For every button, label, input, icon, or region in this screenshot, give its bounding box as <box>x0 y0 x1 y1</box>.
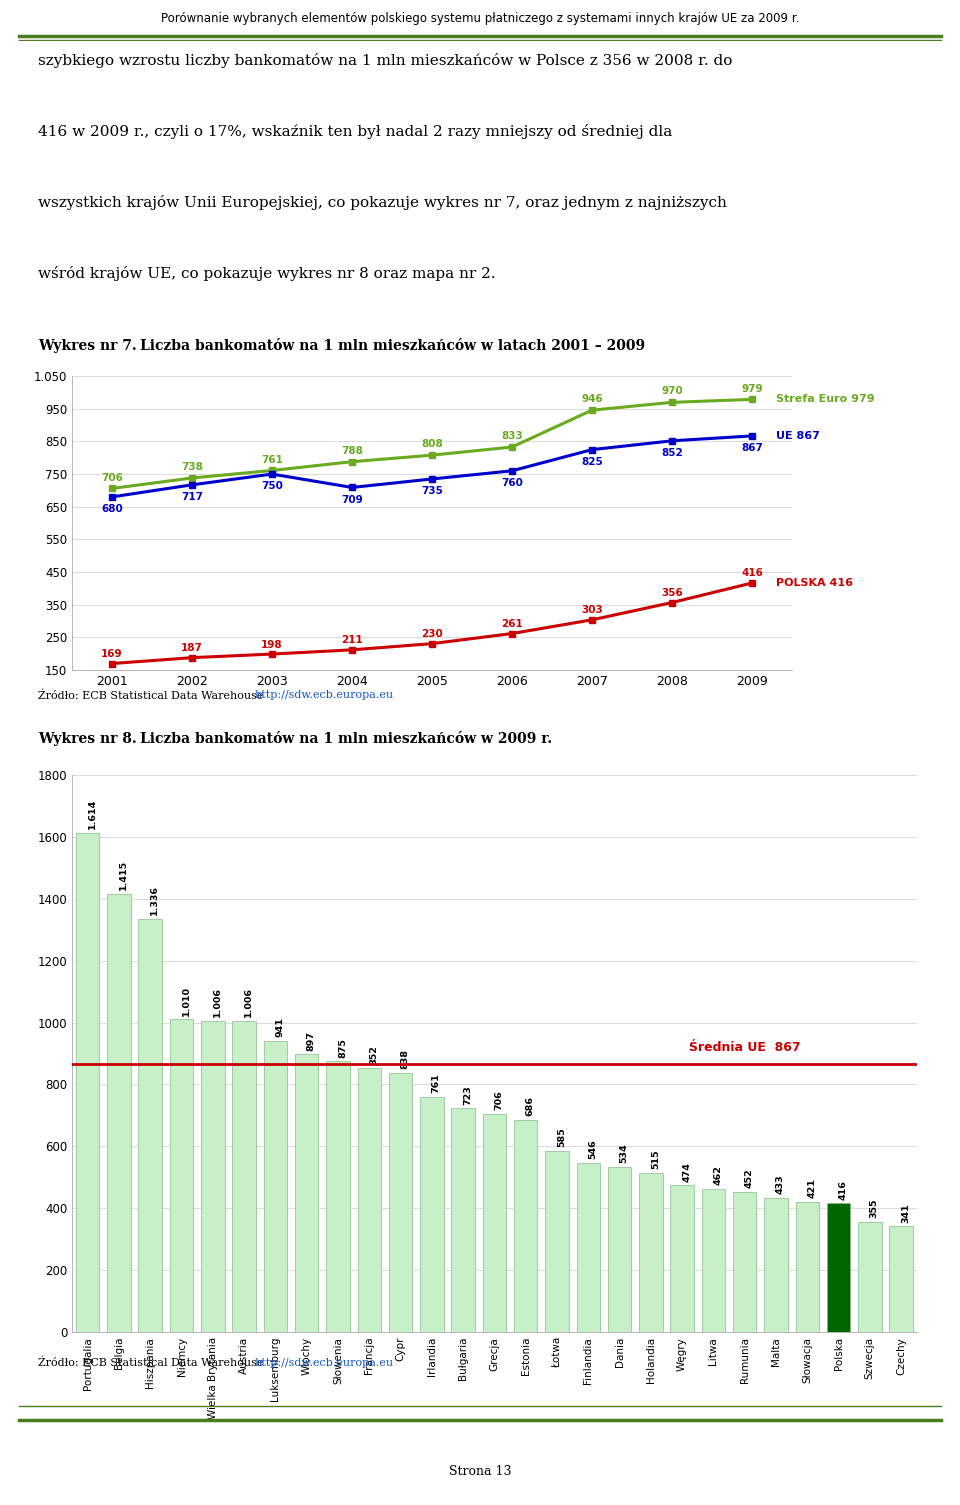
Text: 897: 897 <box>306 1031 316 1050</box>
Text: 416: 416 <box>839 1180 848 1199</box>
Text: 187: 187 <box>181 643 203 653</box>
Bar <box>889 1227 913 1332</box>
Bar <box>108 894 131 1332</box>
Text: 416 w 2009 r., czyli o 17%, wskaźnik ten był nadal 2 razy mniejszy od średniej d: 416 w 2009 r., czyli o 17%, wskaźnik ten… <box>38 123 673 138</box>
Bar <box>827 1202 851 1332</box>
Bar <box>764 1198 788 1332</box>
Text: 462: 462 <box>713 1165 723 1186</box>
Text: 1.336: 1.336 <box>150 885 159 915</box>
Bar <box>639 1172 662 1332</box>
Text: 680: 680 <box>101 504 123 515</box>
Text: Źródło: ECB Statistical Data Warehouse: Źródło: ECB Statistical Data Warehouse <box>38 1358 267 1368</box>
Text: 686: 686 <box>526 1096 535 1117</box>
Text: 1.006: 1.006 <box>213 987 222 1017</box>
Bar <box>76 832 100 1332</box>
Text: 1.415: 1.415 <box>119 861 128 891</box>
Text: Porównanie wybranych elementów polskiego systemu płatniczego z systemami innych : Porównanie wybranych elementów polskiego… <box>161 12 799 24</box>
Text: 825: 825 <box>581 458 603 467</box>
Text: 808: 808 <box>421 439 443 450</box>
Text: 941: 941 <box>276 1017 284 1037</box>
Bar <box>608 1166 632 1332</box>
Text: Wykres nr 8.: Wykres nr 8. <box>38 731 137 746</box>
Text: 230: 230 <box>421 629 443 640</box>
Text: 1.006: 1.006 <box>244 987 253 1017</box>
Bar <box>858 1222 881 1332</box>
Bar <box>357 1069 381 1332</box>
Bar <box>670 1186 694 1332</box>
Text: 534: 534 <box>619 1144 629 1163</box>
Bar <box>451 1108 475 1332</box>
Bar <box>733 1192 756 1332</box>
Text: Strefa Euro 979: Strefa Euro 979 <box>776 394 875 405</box>
Text: 760: 760 <box>501 479 523 488</box>
Bar <box>702 1189 725 1332</box>
Text: 1.614: 1.614 <box>87 799 97 829</box>
Text: 709: 709 <box>341 495 363 504</box>
Text: szybkiego wzrostu liczby bankomatów na 1 mln mieszkańców w Polsce z 356 w 2008 r: szybkiego wzrostu liczby bankomatów na 1… <box>38 53 732 68</box>
Text: 706: 706 <box>101 473 123 483</box>
Text: 788: 788 <box>341 445 363 456</box>
Bar <box>545 1151 568 1332</box>
Text: 723: 723 <box>463 1085 472 1105</box>
Text: 970: 970 <box>661 387 683 396</box>
Text: 198: 198 <box>261 640 283 650</box>
Bar <box>514 1120 538 1332</box>
Text: 761: 761 <box>432 1073 441 1093</box>
Text: Liczba bankomatów na 1 mln mieszkańców w latach 2001 – 2009: Liczba bankomatów na 1 mln mieszkańców w… <box>140 339 645 354</box>
Text: 421: 421 <box>807 1178 816 1198</box>
Bar <box>389 1073 412 1332</box>
Text: 735: 735 <box>421 486 443 497</box>
Text: POLSKA 416: POLSKA 416 <box>776 578 853 588</box>
Text: Średnia UE  867: Średnia UE 867 <box>688 1041 801 1055</box>
Text: 761: 761 <box>261 455 283 465</box>
Bar <box>201 1020 225 1332</box>
Text: 211: 211 <box>341 635 363 646</box>
Text: 750: 750 <box>261 482 283 491</box>
Text: UE 867: UE 867 <box>776 430 820 441</box>
Text: 416: 416 <box>741 569 763 578</box>
Text: 717: 717 <box>181 492 203 503</box>
Bar <box>420 1097 444 1332</box>
Text: 852: 852 <box>370 1044 378 1064</box>
Bar <box>170 1019 193 1332</box>
Bar <box>264 1041 287 1332</box>
Bar <box>796 1201 819 1332</box>
Text: Źródło: ECB Statistical Data Warehouse: Źródło: ECB Statistical Data Warehouse <box>38 691 267 700</box>
Text: 946: 946 <box>581 394 603 405</box>
Text: http://sdw.ecb.europa.eu: http://sdw.ecb.europa.eu <box>254 691 394 700</box>
Text: 341: 341 <box>901 1202 910 1222</box>
Text: 261: 261 <box>501 619 523 629</box>
Text: Liczba bankomatów na 1 mln mieszkańców w 2009 r.: Liczba bankomatów na 1 mln mieszkańców w… <box>140 731 552 746</box>
Text: 546: 546 <box>588 1139 597 1159</box>
Text: 515: 515 <box>651 1150 660 1169</box>
Text: Strona 13: Strona 13 <box>448 1464 512 1478</box>
Text: wszystkich krajów Unii Europejskiej, co pokazuje wykres nr 7, oraz jednym z najn: wszystkich krajów Unii Europejskiej, co … <box>38 194 728 209</box>
Text: wśród krajów UE, co pokazuje wykres nr 8 oraz mapa nr 2.: wśród krajów UE, co pokazuje wykres nr 8… <box>38 266 496 281</box>
Text: 706: 706 <box>494 1090 503 1109</box>
Bar <box>483 1114 506 1332</box>
Text: http://sdw.ecb.europa.eu: http://sdw.ecb.europa.eu <box>254 1358 394 1368</box>
Text: 867: 867 <box>741 442 763 453</box>
Bar <box>577 1163 600 1332</box>
Text: 979: 979 <box>741 384 763 393</box>
Bar <box>232 1020 255 1332</box>
Text: 474: 474 <box>683 1162 691 1181</box>
Text: 433: 433 <box>776 1174 785 1195</box>
Text: 303: 303 <box>581 605 603 616</box>
Text: 356: 356 <box>661 588 683 597</box>
Text: 852: 852 <box>661 448 683 458</box>
Text: 875: 875 <box>338 1037 347 1058</box>
Text: 169: 169 <box>101 649 123 659</box>
Text: 738: 738 <box>181 462 203 473</box>
Text: 355: 355 <box>870 1199 878 1219</box>
Text: 452: 452 <box>745 1168 754 1189</box>
Text: 585: 585 <box>557 1127 566 1147</box>
Bar <box>138 918 162 1332</box>
Text: Wykres nr 7.: Wykres nr 7. <box>38 339 137 354</box>
Text: 833: 833 <box>501 430 523 441</box>
Bar <box>326 1061 349 1332</box>
Text: 1.010: 1.010 <box>181 986 190 1016</box>
Bar <box>295 1055 319 1332</box>
Text: 838: 838 <box>400 1049 410 1069</box>
